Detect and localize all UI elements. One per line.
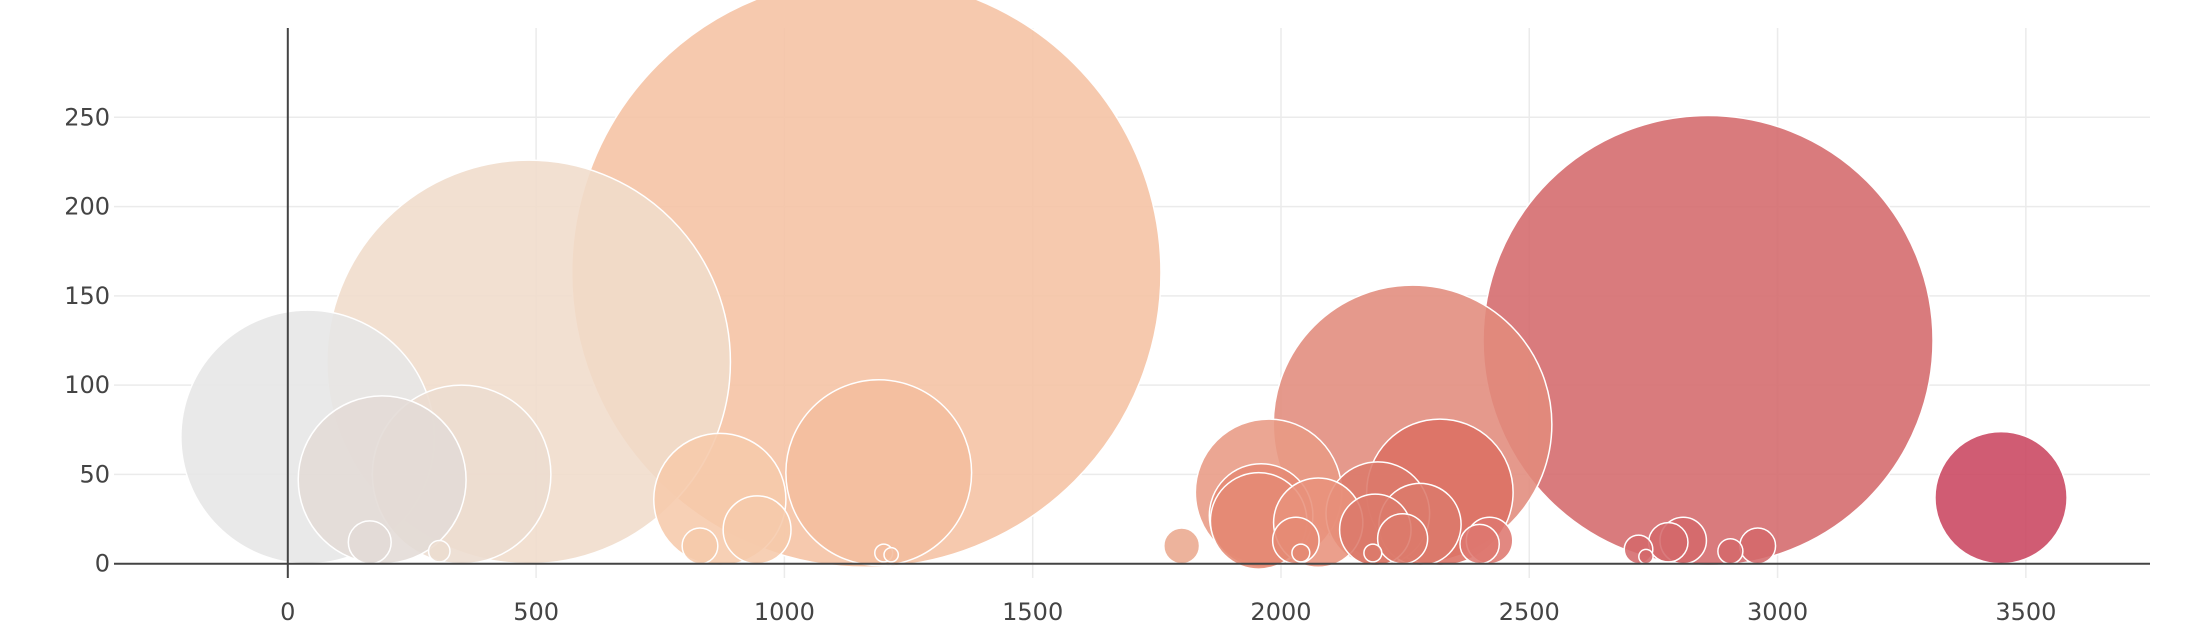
bubble-point[interactable] [1163,527,1201,565]
bubble-point[interactable] [1376,512,1429,565]
bubble-point[interactable] [722,495,792,565]
bubbles [180,0,2068,570]
x-tick-label: 1000 [754,598,815,626]
x-tick-label: 1500 [1002,598,1063,626]
y-tick-label: 200 [64,193,110,221]
bubble-point[interactable] [1482,114,1934,567]
x-tick-label: 500 [513,598,559,626]
y-tick-label: 100 [64,371,110,399]
bubble-point[interactable] [1291,543,1311,563]
bubble-point[interactable] [1647,521,1689,563]
bubble-point[interactable] [1934,430,2068,565]
bubble-point[interactable] [1459,523,1501,565]
bubble-point[interactable] [1717,537,1744,565]
y-tick-label: 50 [79,460,110,488]
tick-labels: 0 500 1000 1500 2000 2500 3000 3500 0 50 100 150 200… [64,103,2056,626]
x-tick-label: 2500 [1499,598,1560,626]
y-tick-label: 0 [95,550,110,578]
bubble-point[interactable] [883,546,900,563]
x-tick-label: 3000 [1747,598,1808,626]
bubble-point[interactable] [785,379,973,567]
bubble-point[interactable] [1363,543,1383,563]
bubble-point[interactable] [1638,548,1654,565]
bubble-point[interactable] [347,520,392,565]
bubble-point[interactable] [427,539,451,563]
y-tick-label: 250 [64,103,110,131]
y-tick-label: 150 [64,282,110,310]
bubble-point[interactable] [1739,527,1777,565]
axes [114,28,2150,578]
x-tick-label: 0 [280,598,295,626]
x-tick-label: 3500 [1995,598,2056,626]
bubble-point[interactable] [681,527,719,565]
x-tick-label: 2000 [1250,598,1311,626]
